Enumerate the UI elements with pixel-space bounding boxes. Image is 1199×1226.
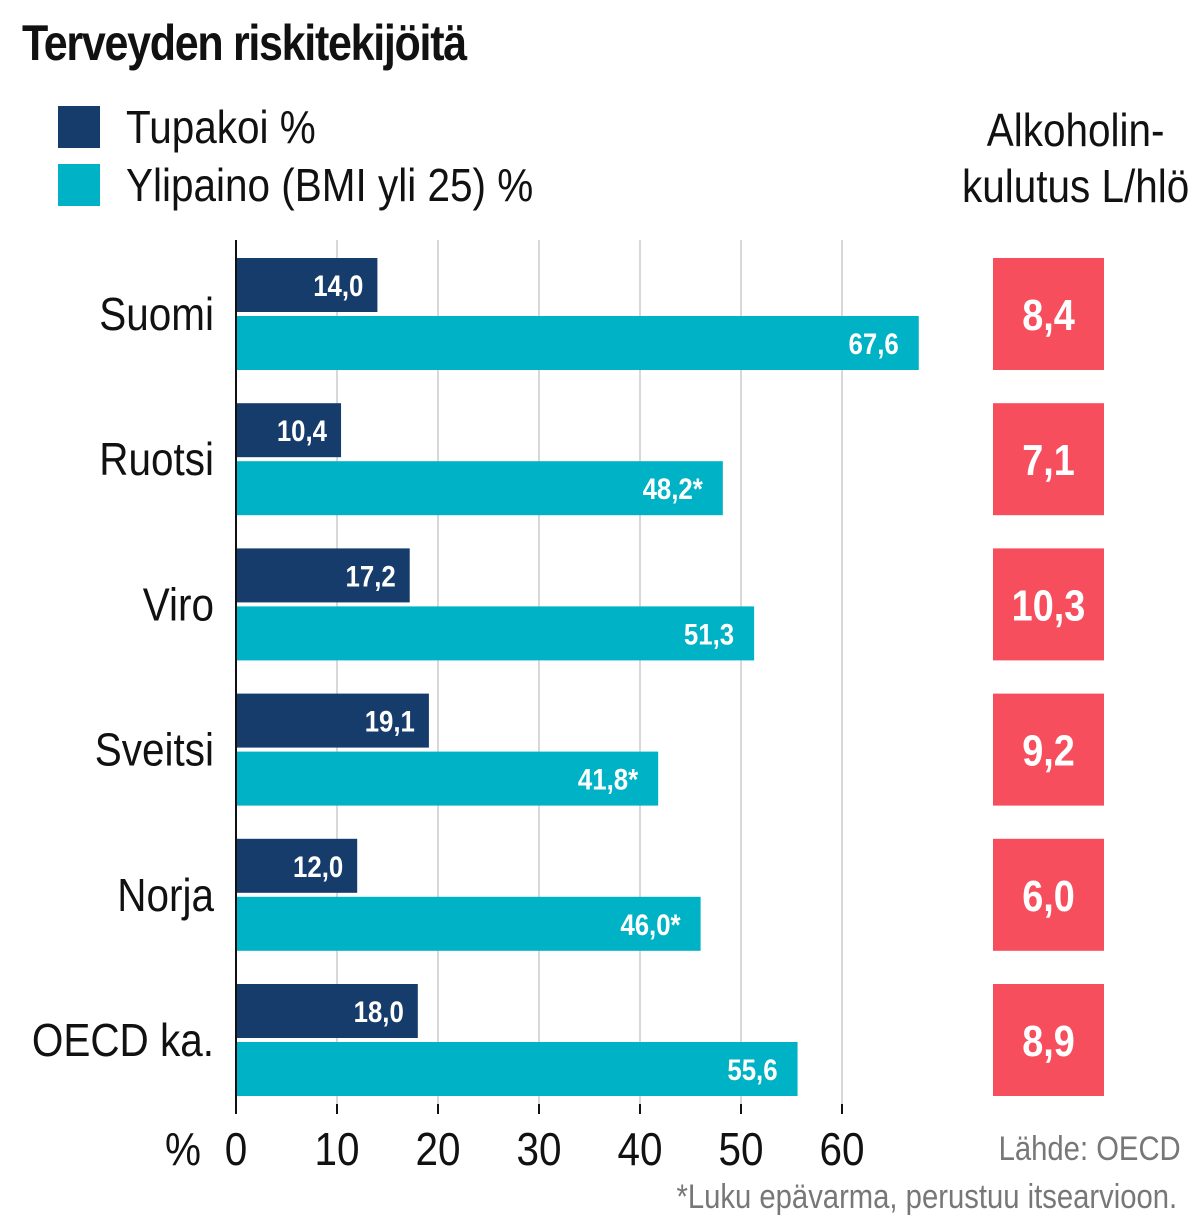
category-label-0: Suomi <box>99 290 214 341</box>
bar-overweight-1 <box>236 461 723 516</box>
bar-label-smoking-0: 14,0 <box>313 269 363 302</box>
legend-label-overweight: Ylipaino (BMI yli 25) % <box>126 159 534 211</box>
alcohol-column-title: Alkoholin- kulutus L/hlö <box>962 102 1189 214</box>
alcohol-box-5 <box>993 984 1104 1096</box>
alcohol-label-1: 7,1 <box>1022 436 1075 485</box>
alcohol-box-1 <box>993 403 1104 516</box>
x-tick-label-20: 20 <box>415 1125 460 1176</box>
alcohol-title-line-2: kulutus L/hlö <box>961 160 1189 212</box>
alcohol-label-3: 9,2 <box>1022 726 1075 775</box>
bar-smoking-1 <box>236 403 342 458</box>
bar-label-smoking-5: 18,0 <box>354 995 404 1028</box>
x-tick-label-60: 60 <box>819 1125 864 1176</box>
bar-label-overweight-2: 51,3 <box>684 618 734 651</box>
bar-overweight-3 <box>236 751 659 806</box>
alcohol-title-line-1: Alkoholin- <box>986 104 1165 156</box>
legend-swatch-smoking <box>58 106 100 148</box>
bar-smoking-3 <box>236 693 429 748</box>
bar-label-overweight-4: 46,0* <box>620 908 680 941</box>
bar-overweight-4 <box>236 896 701 951</box>
chart-title: Terveyden riskitekijöitä <box>22 15 467 71</box>
bar-label-smoking-4: 12,0 <box>293 850 343 883</box>
category-label-3: Sveitsi <box>95 725 214 776</box>
alcohol-box-2 <box>993 548 1104 661</box>
x-tick-label-10: 10 <box>314 1125 359 1176</box>
bar-label-overweight-0: 67,6 <box>849 327 899 360</box>
category-label-1: Ruotsi <box>99 435 214 486</box>
legend-item-overweight: Ylipaino (BMI yli 25) % <box>58 159 589 211</box>
source-note: Lähde: OECD <box>998 1130 1181 1168</box>
x-tick-label-40: 40 <box>617 1125 662 1176</box>
bar-smoking-0 <box>236 258 378 312</box>
category-label-2: Viro <box>143 580 214 631</box>
bar-smoking-5 <box>236 984 418 1038</box>
alcohol-box-4 <box>993 838 1104 951</box>
bar-label-overweight-3: 41,8* <box>578 763 638 796</box>
bar-label-smoking-1: 10,4 <box>277 414 328 447</box>
x-tick-label-50: 50 <box>718 1125 763 1176</box>
legend-swatch-overweight <box>58 164 100 206</box>
bar-smoking-2 <box>236 548 410 603</box>
bar-smoking-4 <box>236 838 358 893</box>
bar-label-overweight-1: 48,2* <box>643 472 703 505</box>
x-axis-unit-label: % <box>165 1125 201 1176</box>
alcohol-label-0: 8,4 <box>1022 290 1075 339</box>
bar-label-overweight-5: 55,6 <box>727 1053 777 1086</box>
footnote: *Luku epävarma, perustuu itsearvioon. <box>676 1178 1177 1216</box>
category-label-5: OECD ka. <box>32 1016 214 1067</box>
x-tick-label-0: 0 <box>225 1125 248 1176</box>
alcohol-box-0 <box>993 258 1104 370</box>
bar-overweight-5 <box>236 1042 798 1096</box>
alcohol-label-5: 8,9 <box>1022 1016 1075 1065</box>
alcohol-label-2: 10,3 <box>1012 581 1086 630</box>
alcohol-box-3 <box>993 693 1104 806</box>
bar-label-smoking-3: 19,1 <box>365 705 415 738</box>
bar-overweight-2 <box>236 606 755 661</box>
legend-item-smoking: Tupakoi % <box>58 101 342 153</box>
bar-label-smoking-2: 17,2 <box>346 560 396 593</box>
alcohol-label-4: 6,0 <box>1022 871 1075 920</box>
category-label-4: Norja <box>117 870 215 921</box>
legend-label-smoking: Tupakoi % <box>126 101 316 153</box>
x-tick-label-30: 30 <box>516 1125 561 1176</box>
bar-overweight-0 <box>236 316 919 370</box>
